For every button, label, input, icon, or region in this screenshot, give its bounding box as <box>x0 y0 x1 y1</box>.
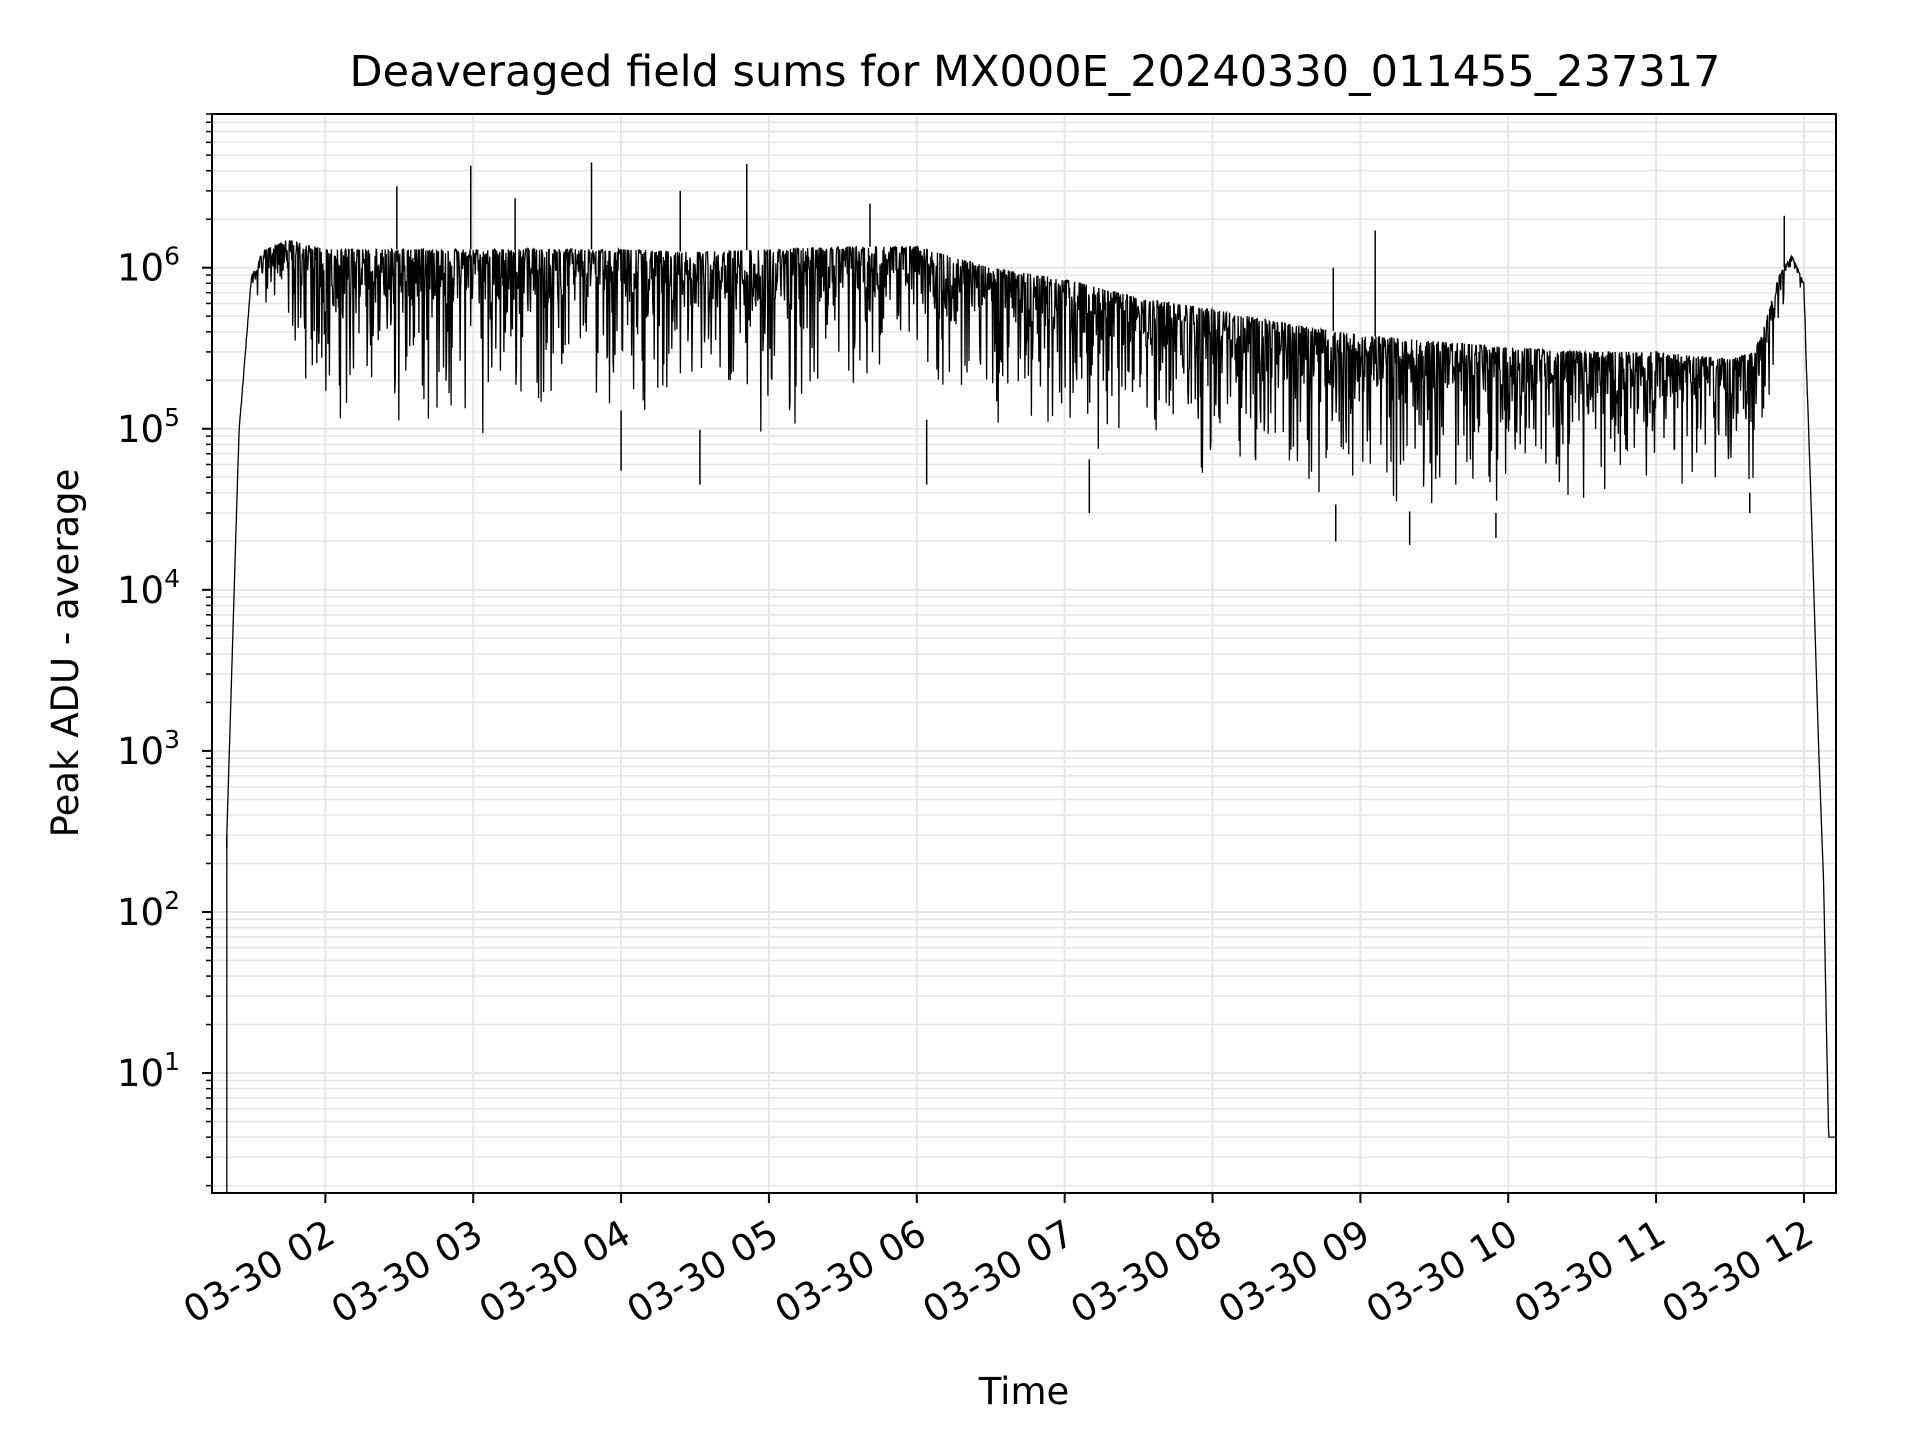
y-tick-label: 102 <box>117 886 180 934</box>
y-tick-base: 10 <box>117 569 164 612</box>
y-tick-exponent: 5 <box>164 403 180 432</box>
y-tick-exponent: 1 <box>164 1047 180 1076</box>
y-tick-base: 10 <box>117 1052 164 1095</box>
y-tick-exponent: 2 <box>164 886 180 915</box>
grid <box>212 113 1836 1193</box>
y-tick-label: 106 <box>117 242 180 290</box>
y-tick-base: 10 <box>117 408 164 451</box>
y-axis-label: Peak ADU - average <box>44 469 87 838</box>
x-axis-label: Time <box>978 1370 1070 1413</box>
chart-title: Deaveraged field sums for MX000E_2024033… <box>350 47 1721 97</box>
data-series <box>226 162 1836 1193</box>
y-tick-label: 104 <box>117 564 180 612</box>
y-tick-label: 101 <box>117 1047 180 1095</box>
y-tick-base: 10 <box>117 247 164 290</box>
series-line <box>226 240 1836 1193</box>
y-tick-base: 10 <box>117 730 164 773</box>
y-tick-exponent: 4 <box>164 564 180 593</box>
y-tick-exponent: 6 <box>164 242 180 271</box>
y-tick-label: 103 <box>117 725 180 773</box>
y-tick-base: 10 <box>117 891 164 934</box>
y-tick-exponent: 3 <box>164 725 180 754</box>
y-tick-label: 105 <box>117 403 180 451</box>
